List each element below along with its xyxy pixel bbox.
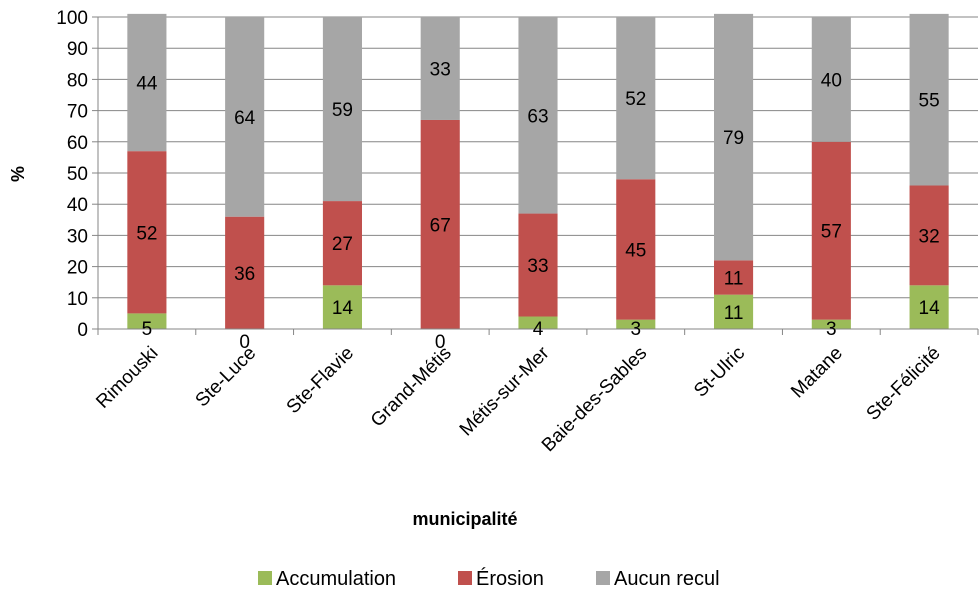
data-label: 64 — [234, 108, 256, 129]
x-tick-label-group: Baie-des-Sables — [538, 343, 651, 456]
data-label: 52 — [625, 89, 646, 110]
x-tick-label-group: Rimouski — [92, 343, 162, 413]
y-tick-label: 70 — [67, 102, 88, 123]
y-tick-label: 10 — [67, 289, 88, 310]
y-tick-label: 50 — [67, 164, 88, 185]
x-tick-label: Grand-Métis — [367, 343, 456, 432]
data-label: 45 — [625, 240, 646, 261]
data-label: 57 — [821, 222, 842, 243]
bar-segment-accumulation — [909, 285, 949, 329]
bar-segment-accumulation — [127, 313, 167, 329]
x-tick-label: Métis-sur-Mer — [456, 342, 554, 440]
legend-label: Accumulation — [276, 568, 396, 590]
x-tick-label: Matane — [787, 343, 847, 403]
data-label: 3 — [826, 319, 837, 340]
data-label: 40 — [821, 70, 842, 91]
bar-segment-accumulation — [714, 294, 754, 329]
data-label: 14 — [919, 298, 941, 319]
x-tick-label-group: Ste-Flavie — [283, 343, 358, 418]
legend: Accumulation Érosion Aucun recul — [258, 567, 720, 590]
x-tick-label: Rimouski — [92, 343, 162, 413]
bar-segment-aucun-recul — [518, 17, 558, 214]
bar-segment-aucun-recul — [714, 13, 754, 261]
data-label: 33 — [527, 256, 548, 277]
bar-segment-accumulation — [518, 316, 558, 329]
y-tick-label: 90 — [67, 39, 88, 60]
bar-segment-accumulation — [322, 285, 362, 329]
bar-segment-accumulation — [811, 319, 851, 329]
bar-segment--rosion — [225, 216, 265, 329]
y-tick-label: 20 — [67, 258, 88, 279]
data-label: 32 — [919, 226, 940, 247]
x-tick-label: St-Ulric — [690, 343, 749, 402]
bar-segment--rosion — [127, 151, 167, 314]
data-label: 11 — [724, 303, 744, 324]
bar-segment-aucun-recul — [420, 17, 460, 120]
bar-segment-aucun-recul — [225, 17, 265, 217]
bar-segment--rosion — [714, 260, 754, 295]
data-label: 3 — [630, 319, 641, 340]
data-label: 67 — [430, 215, 451, 236]
data-label: 44 — [136, 74, 158, 95]
x-tick-label-group: Métis-sur-Mer — [456, 342, 554, 440]
y-tick-label: 80 — [67, 70, 88, 91]
data-label: 0 — [239, 332, 250, 353]
bar-segment--rosion — [420, 119, 460, 330]
legend-swatch — [596, 571, 610, 585]
data-label: 55 — [919, 91, 940, 112]
x-tick-label: Baie-des-Sables — [538, 343, 651, 456]
y-tick-label: 30 — [67, 226, 88, 247]
data-label: 4 — [533, 319, 544, 340]
bar-segment--rosion — [909, 185, 949, 286]
y-tick-label: 60 — [67, 133, 88, 154]
data-label: 27 — [332, 234, 353, 255]
x-axis-title: municipalité — [412, 509, 517, 529]
y-tick-label: 40 — [67, 195, 88, 216]
data-labels: 5 52 44 0 36 64 14 27 59 0 67 33 4 33 63 3 45 52 11 11 79 3 57… — [136, 59, 940, 353]
y-tick-label: 100 — [56, 8, 88, 29]
data-label: 63 — [527, 106, 548, 127]
data-label: 79 — [723, 128, 744, 149]
data-label: 0 — [435, 332, 446, 353]
bar-segment-aucun-recul — [616, 17, 656, 180]
data-label: 33 — [430, 59, 451, 80]
x-tick-label-group: Matane — [787, 343, 847, 403]
data-label: 52 — [136, 223, 157, 244]
bar-segment--rosion — [518, 213, 558, 317]
x-tick-label-group: St-Ulric — [690, 343, 749, 402]
bars — [127, 13, 949, 330]
x-tick-label: Ste-Félicité — [863, 343, 945, 425]
data-label: 59 — [332, 100, 353, 121]
legend-swatch — [258, 571, 272, 585]
bar-segment--rosion — [811, 141, 851, 320]
bar-segment-aucun-recul — [322, 17, 362, 202]
bar-segment--rosion — [322, 201, 362, 286]
x-tick-label: Ste-Flavie — [283, 343, 358, 418]
y-axis-title: % — [8, 166, 28, 182]
y-tick-label: 0 — [77, 320, 88, 341]
bar-segment-aucun-recul — [811, 17, 851, 142]
legend-label: Aucun recul — [614, 568, 720, 590]
x-tick-label-group: Grand-Métis — [367, 343, 456, 432]
data-label: 5 — [142, 319, 153, 340]
legend-label: Érosion — [476, 567, 544, 590]
bar-segment-accumulation — [616, 319, 656, 329]
x-tick-label-group: Ste-Félicité — [863, 343, 945, 425]
data-label: 36 — [234, 264, 255, 285]
bar-segment-aucun-recul — [909, 13, 949, 186]
data-label: 14 — [332, 298, 354, 319]
bar-segment--rosion — [616, 179, 656, 320]
bar-segment-aucun-recul — [127, 13, 167, 152]
legend-swatch — [458, 571, 472, 585]
data-label: 11 — [724, 269, 744, 290]
